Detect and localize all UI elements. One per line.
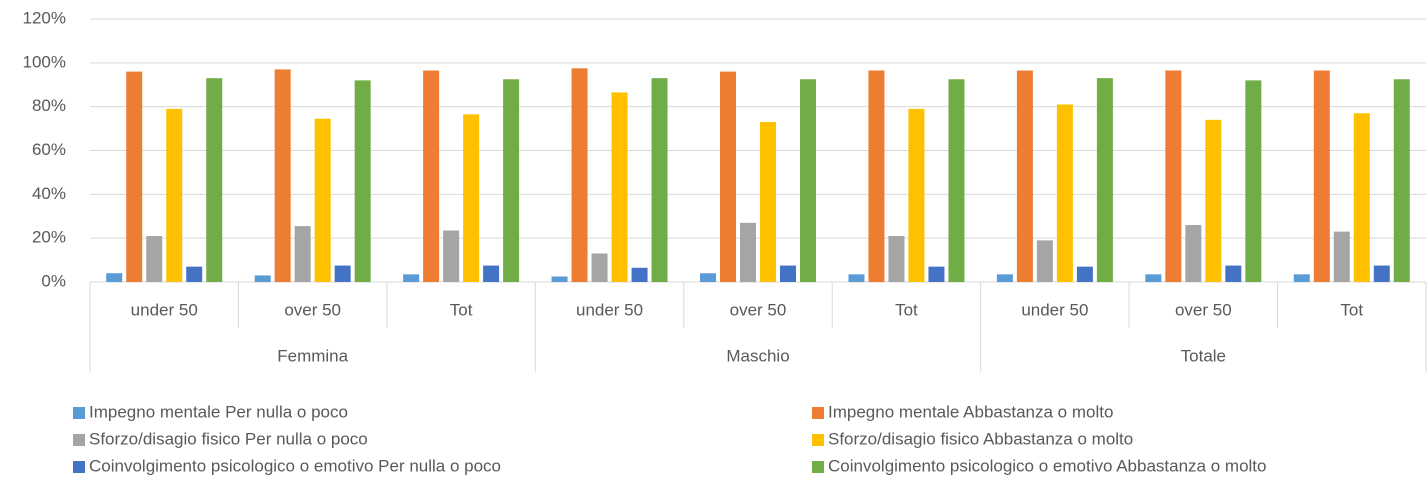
y-tick-label: 120%: [23, 8, 66, 27]
bar: [1096, 78, 1113, 282]
bar: [254, 275, 271, 282]
bar: [166, 108, 183, 282]
x-tick-label: under 50: [1021, 300, 1088, 319]
legend-label: Sforzo/disagio fisico Abbastanza o molto: [828, 429, 1133, 448]
legend-swatch: [73, 461, 85, 473]
x-tick-label: Tot: [450, 300, 473, 319]
y-tick-label: 80%: [32, 96, 66, 115]
bar: [760, 122, 776, 282]
bar: [314, 118, 331, 283]
bar: [334, 265, 351, 282]
bar: [1353, 113, 1370, 282]
bar: [423, 70, 440, 282]
bar: [611, 92, 628, 282]
group-label: Femmina: [277, 346, 348, 365]
bar: [1373, 265, 1390, 282]
legend-swatch: [812, 434, 824, 446]
legend-swatch: [73, 434, 85, 446]
bar: [1205, 119, 1222, 282]
bar: [1393, 79, 1410, 282]
bar: [591, 253, 608, 282]
bar: [1145, 274, 1162, 282]
bar: [551, 276, 568, 282]
x-tick-label: over 50: [1175, 300, 1232, 319]
bar: [740, 222, 756, 282]
bar: [800, 79, 816, 282]
legend-label: Impegno mentale Abbastanza o molto: [828, 402, 1113, 421]
bar: [106, 273, 123, 282]
bar: [720, 71, 736, 282]
bar: [274, 69, 291, 283]
group-label: Totale: [1181, 346, 1226, 365]
bar: [700, 273, 716, 282]
bar: [1056, 104, 1073, 282]
legend-swatch: [812, 407, 824, 419]
bar: [186, 266, 203, 282]
bar: [354, 80, 371, 282]
bar: [848, 274, 865, 282]
bar: [631, 267, 648, 282]
bar: [1333, 231, 1350, 282]
bar: [483, 265, 500, 282]
bar: [463, 114, 480, 283]
bar: [1293, 274, 1310, 282]
x-tick-label: Tot: [1340, 300, 1363, 319]
bar: [443, 230, 460, 282]
bar: [780, 265, 796, 282]
bar: [1036, 240, 1053, 282]
y-tick-label: 20%: [32, 228, 66, 247]
y-tick-label: 0%: [41, 271, 66, 290]
bar: [928, 266, 945, 282]
legend-label: Coinvolgimento psicologico o emotivo Abb…: [828, 456, 1266, 475]
bar: [1165, 70, 1182, 282]
legend-swatch: [812, 461, 824, 473]
bar: [996, 274, 1013, 282]
bar: [146, 235, 163, 282]
bar: [571, 68, 588, 282]
y-tick-label: 40%: [32, 184, 66, 203]
legend-label: Impegno mentale Per nulla o poco: [89, 402, 348, 421]
bar: [888, 235, 905, 282]
bar: [868, 70, 885, 282]
bar: [948, 79, 965, 282]
y-tick-label: 60%: [32, 140, 66, 159]
y-tick-label: 100%: [23, 52, 66, 71]
bar: [403, 274, 420, 282]
bar: [126, 71, 143, 282]
bar: [1313, 70, 1330, 282]
bar: [503, 79, 520, 282]
bar: [908, 108, 925, 282]
bar: [1185, 225, 1202, 282]
legend-label: Coinvolgimento psicologico o emotivo Per…: [89, 456, 501, 475]
bar: [651, 78, 668, 282]
bar: [206, 78, 223, 282]
x-tick-label: under 50: [576, 300, 643, 319]
x-tick-label: under 50: [131, 300, 198, 319]
legend-label: Sforzo/disagio fisico Per nulla o poco: [89, 429, 368, 448]
bar: [1016, 70, 1033, 282]
bar: [1076, 266, 1093, 282]
x-tick-label: over 50: [284, 300, 341, 319]
x-tick-label: Tot: [895, 300, 918, 319]
bar: [294, 226, 311, 282]
bar: [1225, 265, 1242, 282]
legend-swatch: [73, 407, 85, 419]
x-tick-label: over 50: [730, 300, 787, 319]
bar: [1245, 80, 1262, 282]
group-label: Maschio: [726, 346, 789, 365]
